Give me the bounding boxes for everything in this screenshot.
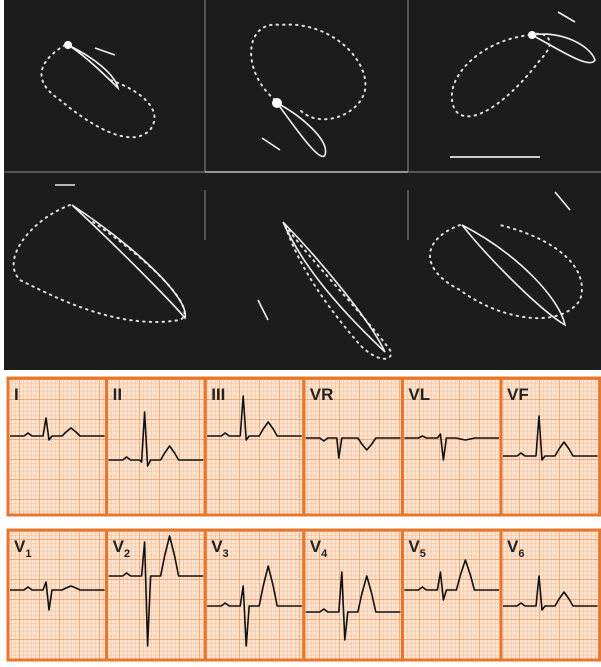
figure: IIIIIIVRVLVFV1V2V3V4V5V6	[0, 0, 601, 667]
lead-name: V	[14, 537, 26, 556]
lead-name: I	[14, 385, 19, 404]
lead-name: V	[211, 537, 223, 556]
lead-subscript: 6	[518, 548, 524, 560]
lead-label: III	[211, 385, 225, 404]
lead-name: V	[310, 537, 322, 556]
lead-label: VR	[310, 385, 334, 404]
lead-name: V	[507, 537, 519, 556]
lead-name: V	[113, 537, 125, 556]
lead-subscript: 5	[420, 548, 426, 560]
lead-name: VF	[507, 385, 529, 404]
lead-name: V	[408, 537, 420, 556]
page: IIIIIIVRVLVFV1V2V3V4V5V6 (() => { const …	[0, 0, 601, 667]
lead-label: VF	[507, 385, 529, 404]
lead-label: VL	[408, 385, 430, 404]
lead-subscript: 1	[25, 548, 31, 560]
lead-name: III	[211, 385, 225, 404]
lead-subscript: 2	[124, 548, 130, 560]
vectorcardiogram-photo	[4, 0, 601, 370]
lead-name: II	[113, 385, 122, 404]
lead-name: VR	[310, 385, 334, 404]
lead-name: VL	[408, 385, 430, 404]
lead-subscript: 3	[223, 548, 229, 560]
lead-label: II	[113, 385, 122, 404]
lead-label: I	[14, 385, 19, 404]
lead-subscript: 4	[321, 548, 328, 560]
